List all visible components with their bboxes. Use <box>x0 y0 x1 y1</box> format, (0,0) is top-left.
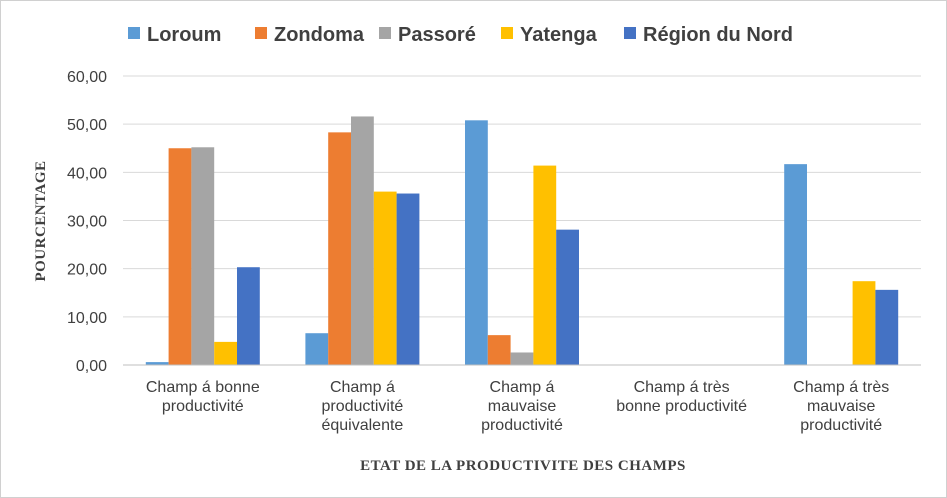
legend-swatch <box>379 27 391 39</box>
legend: Loroum Zondoma Passoré Yatenga Région du Nor… <box>128 24 793 46</box>
x-category-label: Champ á très mauvaise productivité <box>793 379 889 434</box>
bar-loroum-0 <box>145 362 169 365</box>
y-tick-label: 30,00 <box>67 214 107 231</box>
legend-swatch <box>128 27 140 39</box>
legend-swatch <box>255 27 267 39</box>
y-tick-label: 20,00 <box>67 262 107 279</box>
legend-label: Yatenga <box>520 24 598 46</box>
y-axis-title: POURCENTAGE <box>33 160 49 281</box>
x-category-label: Champ á très bonne productivité <box>616 379 747 415</box>
bar-zondoma-2 <box>487 335 511 365</box>
x-category-label: Champ á productivité équivalente <box>321 379 403 434</box>
bars <box>145 116 899 366</box>
bar-passor--2 <box>510 352 534 365</box>
bar-loroum-4 <box>784 164 807 365</box>
x-axis-title: ETAT DE LA PRODUCTIVITE DES CHAMPS <box>360 458 686 474</box>
bar-yatenga-1 <box>373 191 397 365</box>
bar-loroum-1 <box>305 333 329 365</box>
legend-swatch <box>624 27 636 39</box>
legend-label: Loroum <box>147 24 221 46</box>
y-tick-label: 50,00 <box>67 117 107 134</box>
y-tick-label: 60,00 <box>67 69 107 86</box>
y-tick-label: 40,00 <box>67 165 107 182</box>
legend-label: Région du Nord <box>643 24 793 46</box>
legend-swatch <box>501 27 513 39</box>
legend-label: Zondoma <box>274 24 365 46</box>
bar-r-gion-du-nord-0 <box>237 267 260 365</box>
bar-zondoma-0 <box>168 148 192 365</box>
x-axis-categories: Champ á bonne productivité Champ á producti… <box>146 379 889 434</box>
bar-yatenga-2 <box>533 165 557 365</box>
bar-yatenga-4 <box>852 281 876 365</box>
bar-yatenga-0 <box>214 341 237 365</box>
bar-loroum-2 <box>465 120 488 366</box>
y-tick-label: 0,00 <box>76 358 107 375</box>
bar-r-gion-du-nord-1 <box>396 193 420 365</box>
legend-label: Passoré <box>398 24 476 46</box>
y-axis-ticks: 0,00 10,00 20,00 30,00 40,00 50,00 60,00 <box>67 69 107 375</box>
bar-passor--0 <box>191 147 215 365</box>
bar-r-gion-du-nord-4 <box>875 289 899 365</box>
x-category-label: Champ á mauvaise productivité <box>481 379 563 434</box>
bar-passor--1 <box>351 116 374 366</box>
y-tick-label: 10,00 <box>67 310 107 327</box>
bar-r-gion-du-nord-2 <box>556 229 579 365</box>
bar-zondoma-1 <box>328 132 351 365</box>
x-category-label: Champ á bonne productivité <box>146 379 260 415</box>
